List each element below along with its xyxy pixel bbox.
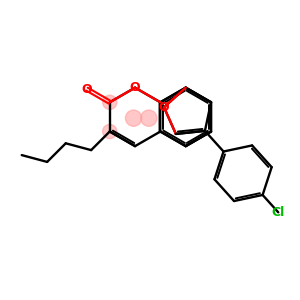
Circle shape	[125, 110, 142, 126]
Circle shape	[141, 110, 157, 126]
Text: O: O	[130, 81, 140, 94]
Text: O: O	[159, 101, 169, 114]
Circle shape	[103, 124, 117, 139]
Circle shape	[103, 95, 117, 109]
Text: Cl: Cl	[272, 206, 285, 219]
Text: O: O	[82, 82, 92, 96]
